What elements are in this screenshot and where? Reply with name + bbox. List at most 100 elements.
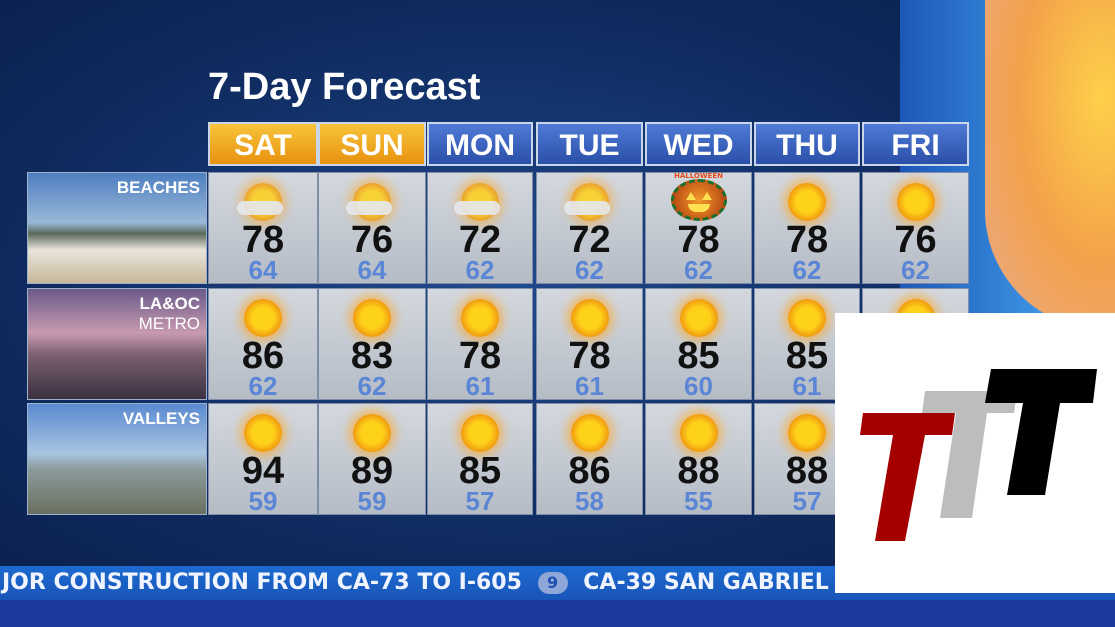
region-name: LA&OC: [139, 294, 200, 313]
low-temp: 57: [465, 486, 495, 516]
low-temp: 62: [792, 255, 822, 285]
sun-icon: [788, 414, 826, 452]
high-temp: 72: [458, 219, 502, 261]
high-temp: 94: [241, 450, 285, 492]
forecast-cell: 85 60: [645, 288, 752, 400]
forecast-cell: 83 62: [318, 288, 426, 400]
ttt-logo-icon: [860, 369, 1097, 541]
background-orange-accent: [985, 0, 1115, 330]
day-header-thu: THU: [754, 122, 860, 166]
high-temp: 85: [677, 335, 720, 377]
high-temp: 86: [568, 450, 611, 492]
high-temp: 76: [350, 219, 394, 261]
low-temp: 59: [248, 486, 278, 516]
low-temp: 62: [248, 371, 278, 401]
low-temp: 60: [684, 371, 713, 401]
low-temp: 55: [684, 486, 713, 516]
cloud-icon: [563, 201, 610, 215]
pumpkin-label: HALLOWEEN: [673, 172, 724, 180]
low-temp: 61: [465, 371, 495, 401]
high-temp: 78: [568, 335, 611, 377]
high-temp: 78: [458, 335, 502, 377]
forecast-cell: 89 59: [318, 403, 426, 515]
page-title: 7-Day Forecast: [208, 66, 481, 108]
forecast-cell: 76 64: [318, 172, 426, 284]
low-temp: 64: [248, 255, 278, 285]
low-temp: 61: [792, 371, 822, 401]
forecast-cell: 78 64: [208, 172, 318, 284]
high-temp: 78: [785, 219, 829, 261]
region-0-label-image: BEACHES: [27, 172, 207, 284]
sun-icon: [570, 299, 609, 337]
high-temp: 78: [241, 219, 285, 261]
forecast-cell: 72 62: [536, 172, 643, 284]
region-name-line2: METRO: [138, 314, 200, 333]
region-1-label-image: LA&OC METRO: [27, 288, 207, 400]
forecast-cell: 76 62: [862, 172, 969, 284]
forecast-cell: 85 57: [427, 403, 533, 515]
low-temp: 58: [575, 486, 604, 516]
day-header-fri: FRI: [862, 122, 969, 166]
low-temp: 62: [684, 255, 713, 285]
sun-icon: [353, 299, 391, 337]
sun-icon: [461, 299, 499, 337]
sun-icon: [570, 414, 609, 452]
ticker-text: JOR CONSTRUCTION FROM CA-73 TO I-605: [2, 570, 522, 595]
high-temp: 72: [568, 219, 611, 261]
forecast-cell: 86 58: [536, 403, 643, 515]
pumpkin-mouth: [687, 204, 710, 212]
day-header-sun: SUN: [318, 122, 426, 166]
forecast-cell: 86 62: [208, 288, 318, 400]
high-temp: 86: [241, 335, 285, 377]
forecast-cell: 78 61: [427, 288, 533, 400]
sun-icon: [244, 299, 282, 337]
forecast-cell: 88 55: [645, 403, 752, 515]
sun-icon: [353, 414, 391, 452]
station-logo-icon: 9: [537, 572, 568, 594]
sun-icon: [461, 414, 499, 452]
overlay-logo: [835, 313, 1115, 593]
low-temp: 62: [465, 255, 495, 285]
sun-icon: [679, 414, 718, 452]
ticker-text-next: CA-39 SAN GABRIEL: [583, 570, 829, 595]
region-name: BEACHES: [116, 178, 200, 197]
day-header-mon: MON: [427, 122, 533, 166]
low-temp: 64: [357, 255, 387, 285]
sun-icon: [244, 414, 282, 452]
pumpkin-eye: [685, 192, 696, 200]
high-temp: 88: [677, 450, 720, 492]
low-temp: 62: [575, 255, 604, 285]
day-header-tue: TUE: [536, 122, 643, 166]
station-logo-number: 9: [547, 573, 559, 592]
forecast-cell: 78 61: [536, 288, 643, 400]
pumpkin-eye: [701, 192, 712, 200]
sun-icon: [679, 299, 718, 337]
high-temp: 78: [677, 219, 720, 261]
cloud-icon: [454, 201, 500, 215]
low-temp: 59: [357, 486, 387, 516]
region-2-label-image: VALLEYS: [27, 403, 207, 515]
low-temp: 57: [792, 486, 822, 516]
forecast-cell: HALLOWEEN 78 62: [645, 172, 752, 284]
high-temp: 76: [894, 219, 937, 261]
halloween-pumpkin-icon: HALLOWEEN: [670, 172, 727, 221]
day-header-wed: WED: [645, 122, 752, 166]
forecast-cell: 94 59: [208, 403, 318, 515]
sun-icon: [788, 183, 826, 221]
low-temp: 62: [901, 255, 930, 285]
cloud-icon: [346, 201, 392, 215]
low-temp: 61: [575, 371, 604, 401]
forecast-cell: 78 62: [754, 172, 860, 284]
high-temp: 88: [785, 450, 829, 492]
high-temp: 85: [458, 450, 502, 492]
forecast-cell: 72 62: [427, 172, 533, 284]
region-name: VALLEYS: [122, 409, 200, 428]
high-temp: 85: [785, 335, 829, 377]
cloud-icon: [237, 201, 283, 215]
high-temp: 89: [350, 450, 394, 492]
day-header-sat: SAT: [208, 122, 318, 166]
sun-icon: [788, 299, 826, 337]
high-temp: 83: [350, 335, 394, 377]
low-temp: 62: [357, 371, 387, 401]
bottom-bar: [0, 600, 1115, 627]
